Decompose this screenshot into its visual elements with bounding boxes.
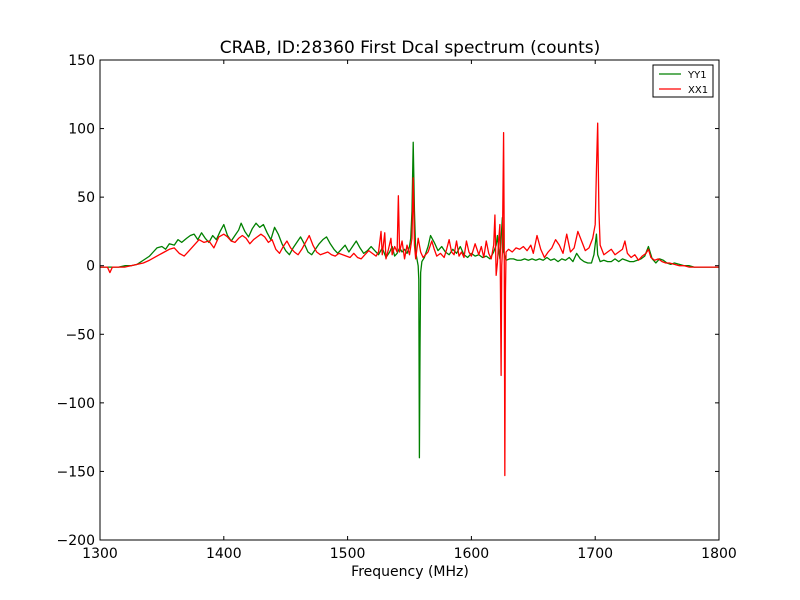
y-tick-label: −150 xyxy=(57,464,95,480)
y-tick-label: −200 xyxy=(57,533,95,549)
legend: YY1 XX1 xyxy=(652,64,714,98)
legend-box xyxy=(652,64,714,98)
y-ticks: −200 −150 −100 −50 0 50 100 150 xyxy=(57,53,719,549)
y-tick-label: 50 xyxy=(77,190,95,206)
series-layer xyxy=(100,122,719,477)
legend-label-xx1: XX1 xyxy=(688,85,708,96)
y-tick-label: 100 xyxy=(68,122,95,138)
x-tick-label: 1600 xyxy=(454,546,490,562)
x-ticks: 1300 1400 1500 1600 1700 1800 xyxy=(82,60,737,562)
x-tick-label: 1800 xyxy=(701,546,737,562)
y-tick-label: 0 xyxy=(86,259,95,275)
series-line-xx1 xyxy=(100,122,719,477)
y-tick-label: −50 xyxy=(65,327,95,343)
x-tick-label: 1700 xyxy=(577,546,613,562)
x-tick-label: 1300 xyxy=(82,546,118,562)
legend-label-yy1: YY1 xyxy=(687,70,707,81)
x-tick-label: 1500 xyxy=(330,546,366,562)
chart-title: CRAB, ID:28360 First Dcal spectrum (coun… xyxy=(220,38,601,58)
plot-frame xyxy=(99,59,720,541)
y-tick-label: 150 xyxy=(68,53,95,69)
plot-area xyxy=(100,60,719,540)
y-tick-label: −100 xyxy=(57,396,95,412)
x-tick-label: 1400 xyxy=(206,546,242,562)
x-axis-label: Frequency (MHz) xyxy=(351,564,469,580)
